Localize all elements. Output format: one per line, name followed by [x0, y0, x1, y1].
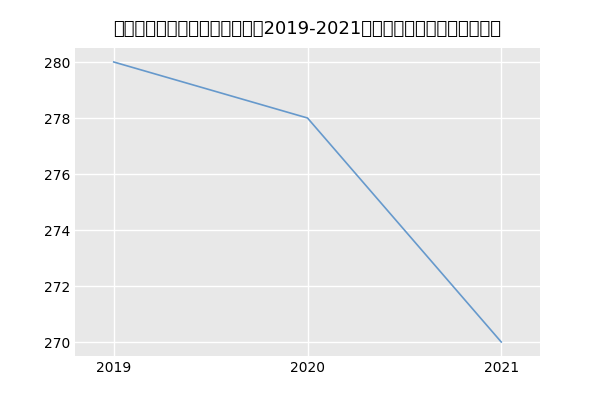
Title: 内蒙古大学化学化工学院化学（2019-2021历年复试）研究生录取分数线: 内蒙古大学化学化工学院化学（2019-2021历年复试）研究生录取分数线: [113, 20, 502, 38]
